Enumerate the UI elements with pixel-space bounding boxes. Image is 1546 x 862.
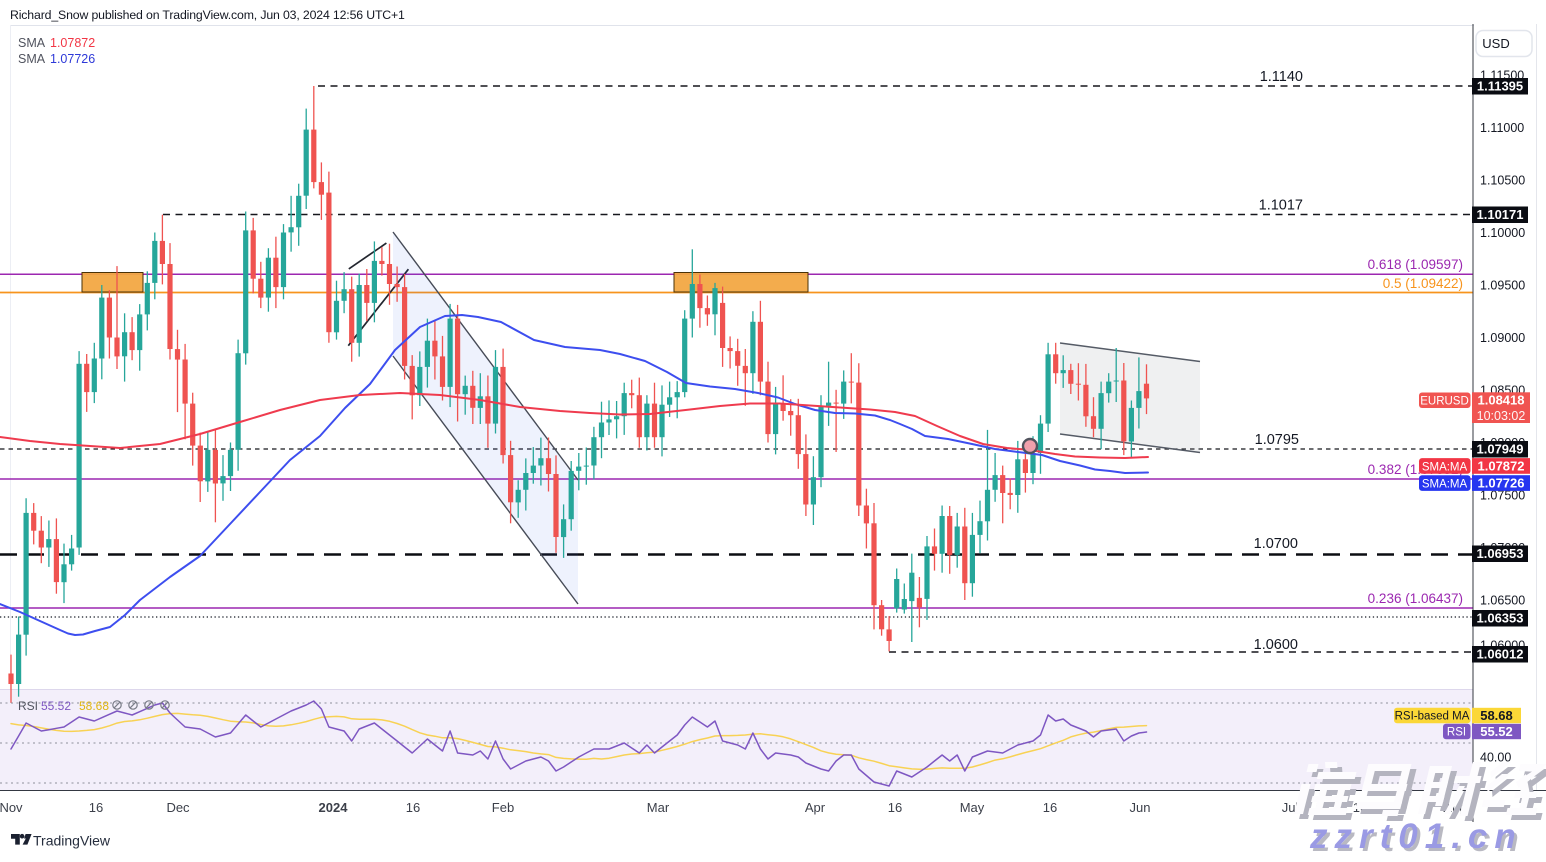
svg-text:Mar: Mar (647, 800, 670, 815)
svg-text:zzrt01.cn: zzrt01.cn (1312, 820, 1526, 857)
svg-text:Feb: Feb (492, 800, 514, 815)
svg-text:1.06500: 1.06500 (1480, 594, 1525, 608)
svg-text:SMA:MA: SMA:MA (1422, 461, 1468, 473)
svg-text:SMA: SMA (18, 36, 46, 50)
svg-text:1.07949: 1.07949 (1477, 442, 1524, 457)
svg-text:Nov: Nov (0, 800, 23, 815)
svg-text:16: 16 (89, 800, 103, 815)
svg-text:1.07726: 1.07726 (50, 52, 95, 66)
svg-text:1.11395: 1.11395 (1477, 79, 1523, 94)
svg-text:1.07872: 1.07872 (50, 36, 95, 50)
svg-text:RSI: RSI (1447, 727, 1466, 739)
svg-text:TradingView: TradingView (33, 833, 111, 849)
svg-text:May: May (960, 800, 985, 815)
svg-text:55.52: 55.52 (41, 699, 71, 713)
svg-text:58.68: 58.68 (1480, 708, 1513, 723)
svg-text:SMA: SMA (18, 52, 46, 66)
svg-text:1.06012: 1.06012 (1477, 647, 1524, 662)
svg-text:1.10500: 1.10500 (1480, 174, 1525, 188)
svg-text:0.5 (1.09422): 0.5 (1.09422) (1383, 276, 1463, 291)
svg-text:1.06353: 1.06353 (1477, 611, 1524, 626)
svg-text:16: 16 (1043, 800, 1057, 815)
svg-text:1.09500: 1.09500 (1480, 279, 1525, 293)
svg-text:1.10171: 1.10171 (1477, 207, 1524, 222)
svg-text:Apr: Apr (805, 800, 826, 815)
svg-text:1.0600: 1.0600 (1254, 637, 1298, 653)
svg-text:Richard_Snow published on Trad: Richard_Snow published on TradingView.co… (10, 8, 405, 22)
svg-text:1.08418: 1.08418 (1478, 393, 1525, 408)
svg-text:10:03:02: 10:03:02 (1477, 409, 1526, 423)
svg-text:1.07726: 1.07726 (1478, 476, 1525, 491)
svg-text:0.618 (1.09597): 0.618 (1.09597) (1368, 257, 1463, 272)
svg-text:1.06953: 1.06953 (1477, 546, 1524, 561)
svg-text:16: 16 (406, 800, 420, 815)
svg-text:SMA:MA: SMA:MA (1422, 478, 1468, 490)
svg-text:2024: 2024 (319, 800, 349, 815)
svg-text:40.00: 40.00 (1480, 751, 1511, 765)
svg-text:1.10000: 1.10000 (1480, 226, 1525, 240)
svg-text:1.0700: 1.0700 (1254, 536, 1298, 552)
svg-text:Jun: Jun (1130, 800, 1151, 815)
svg-text:RSI-based MA: RSI-based MA (1395, 711, 1470, 723)
svg-text:1.0795: 1.0795 (1255, 432, 1299, 448)
svg-text:16: 16 (888, 800, 902, 815)
svg-text:55.52: 55.52 (1480, 724, 1513, 739)
svg-text:USD: USD (1482, 36, 1509, 51)
svg-text:1.09000: 1.09000 (1480, 331, 1525, 345)
svg-text:RSI: RSI (18, 699, 38, 713)
svg-text:1.11000: 1.11000 (1480, 121, 1524, 135)
svg-text:58.68: 58.68 (79, 699, 109, 713)
svg-text:EURUSD: EURUSD (1420, 396, 1469, 408)
svg-text:0.236 (1.06437): 0.236 (1.06437) (1368, 591, 1463, 606)
svg-text:Dec: Dec (166, 800, 190, 815)
svg-text:zzrt01.cn: zzrt01.cn (1309, 817, 1523, 856)
svg-text:1.1017: 1.1017 (1259, 198, 1303, 214)
svg-text:Jul: Jul (1282, 800, 1299, 815)
svg-text:1.07500: 1.07500 (1480, 489, 1525, 503)
svg-text:1.07872: 1.07872 (1478, 459, 1525, 474)
svg-text:1.1140: 1.1140 (1260, 69, 1303, 85)
